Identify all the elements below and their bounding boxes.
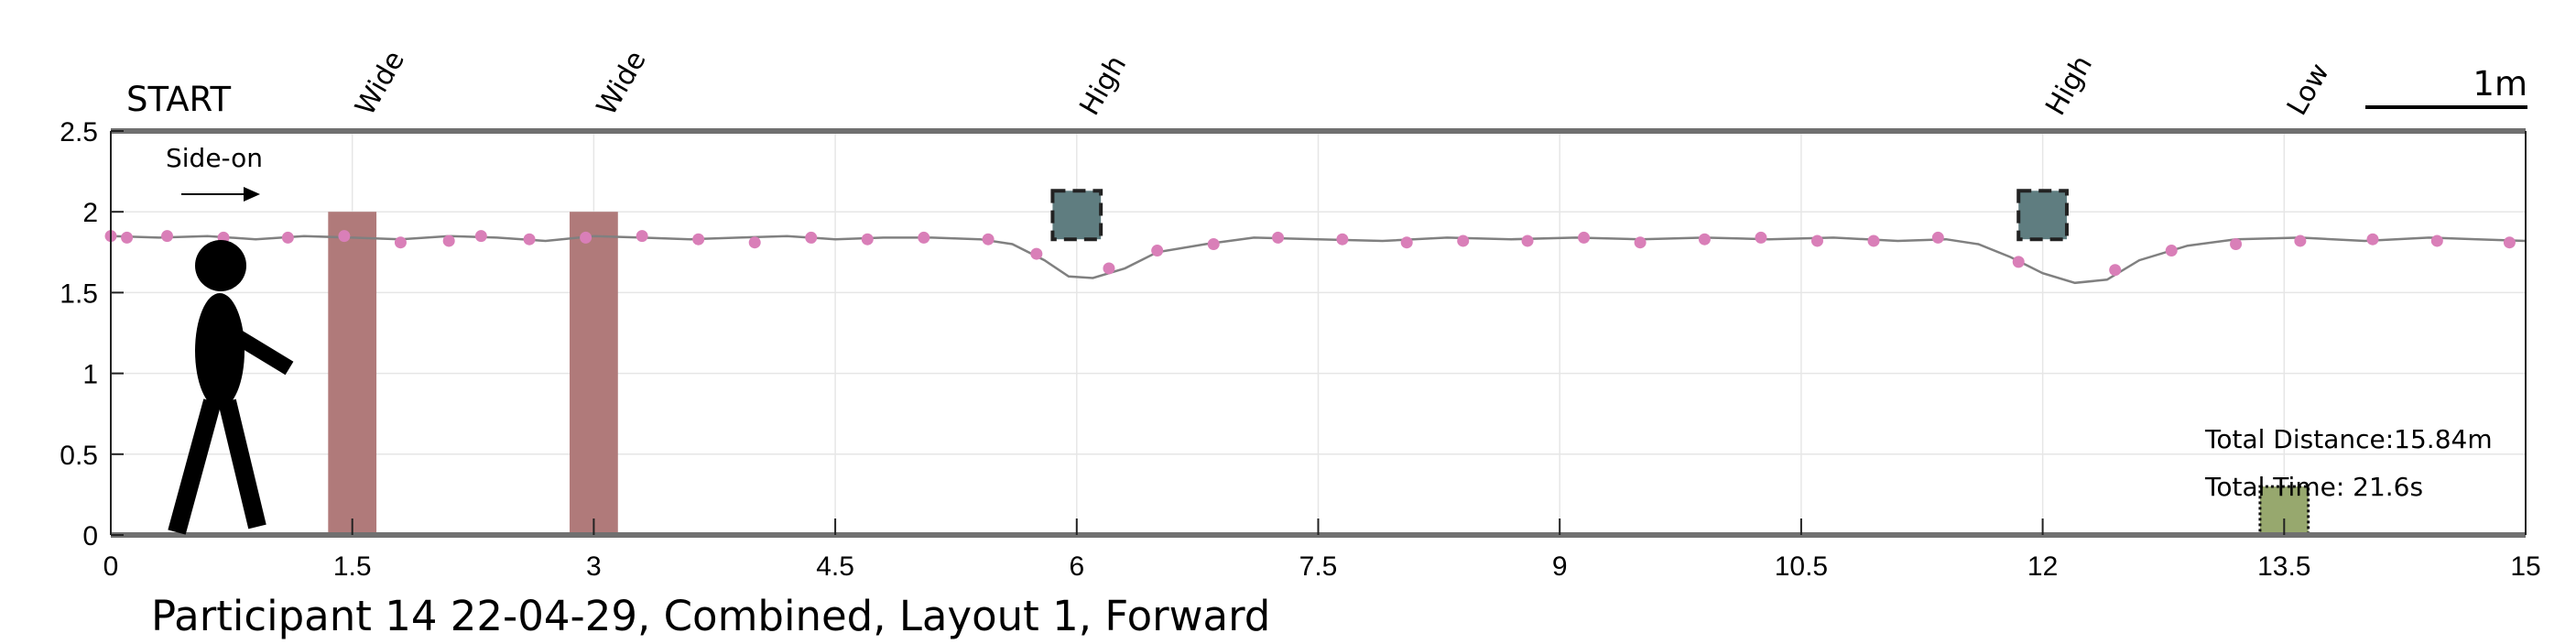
obstacle-high [1050,189,1103,242]
trajectory-marker [281,231,294,244]
trajectory-marker [1336,233,1349,246]
y-tick-label: 0 [82,521,98,551]
trajectory-marker [982,233,995,246]
trajectory-marker [805,231,818,244]
trajectory-marker [861,233,874,246]
trajectory-marker [2165,245,2178,257]
person-icon [168,240,294,535]
trajectory-marker [1272,231,1285,244]
trajectory-marker [1457,235,1470,247]
trajectory-marker [1931,231,1944,244]
trajectory-marker [1810,235,1823,247]
tick-labels: 0 1.5 3 4.5 6 7.5 9 10.5 12 13.5 15 0 0.5 1 1.5 2 2.5 [60,117,2540,582]
trajectory-marker [636,230,648,243]
obstacle-labels: Wide Wide High High Low [349,46,2335,121]
x-tick-label: 7.5 [1299,551,1338,582]
arrow-right-icon [181,187,260,202]
series [104,230,2527,285]
trajectory-marker [2430,235,2443,247]
trajectory-marker [1207,237,1220,250]
y-tick-label: 2 [82,198,98,228]
x-tick-label: 6 [1069,551,1084,582]
y-tick-label: 2.5 [60,117,98,147]
trajectory-marker [1103,262,1115,275]
trajectory-marker [1634,236,1647,249]
x-tick-label: 4.5 [816,551,854,582]
x-tick-label: 9 [1552,551,1568,582]
x-tick-label: 12 [2027,551,2058,582]
trajectory-marker [338,230,351,243]
trajectory-marker [474,230,487,243]
trajectory-marker [2503,236,2516,249]
x-tick-label: 10.5 [1775,551,1828,582]
trajectory-marker [2230,237,2243,250]
x-tick-label: 3 [586,551,602,582]
trajectory-marker [121,231,134,244]
obstacle-label-high: High [2039,50,2099,121]
x-tick-label: 13.5 [2257,551,2310,582]
trajectory-marker [1698,233,1711,246]
obstacle-high [2016,189,2069,242]
trajectory-marker [394,236,407,249]
trajectory-marker [442,235,455,247]
trajectory-marker [918,231,930,244]
trajectory-line [110,235,2527,285]
trajectory-marker [2366,233,2379,246]
y-tick-label: 0.5 [60,441,98,471]
y-tick-label: 1.5 [60,278,98,309]
axes [110,128,2527,538]
trajectory-marker [523,233,536,246]
trajectory-marker [1755,231,1767,244]
trajectory-marker [1521,235,1534,247]
trajectory-marker [2012,256,2025,268]
total-distance: Total Distance:15.84m [2204,424,2493,454]
trajectory-marker [1867,235,1880,247]
y-tick-label: 1 [82,360,98,390]
chart-title: Participant 14 22-04-29, Combined, Layou… [151,592,1270,640]
obstacle-label-low: Low [2281,58,2336,121]
direction-label: Side-on [166,143,263,173]
scale-label: 1m [2473,64,2527,104]
trajectory-marker [1578,231,1591,244]
trajectory-marker [580,231,592,244]
obstacle-wide [328,212,377,535]
obstacle-label-high: High [1073,50,1133,121]
trajectory-marker [692,233,705,246]
trajectory-marker [161,230,174,243]
obstacle-wide [570,212,618,535]
grid [110,130,2527,536]
trajectory-marker [1400,236,1413,249]
start-label: START [126,80,232,119]
x-tick-label: 15 [2510,551,2540,582]
obstacles [328,189,2310,537]
trajectory-marker [1151,245,1164,257]
trajectory-marker [2109,264,2122,277]
total-time: Total Time: 21.6s [2204,472,2423,502]
x-tick-label: 0 [103,551,119,582]
x-tick-label: 1.5 [333,551,372,582]
obstacle-label-wide: Wide [591,46,653,121]
obstacle-label-wide: Wide [349,46,411,121]
trajectory-marker [1030,247,1043,260]
trajectory-marker [2294,235,2307,247]
trajectory-marker [748,236,761,249]
